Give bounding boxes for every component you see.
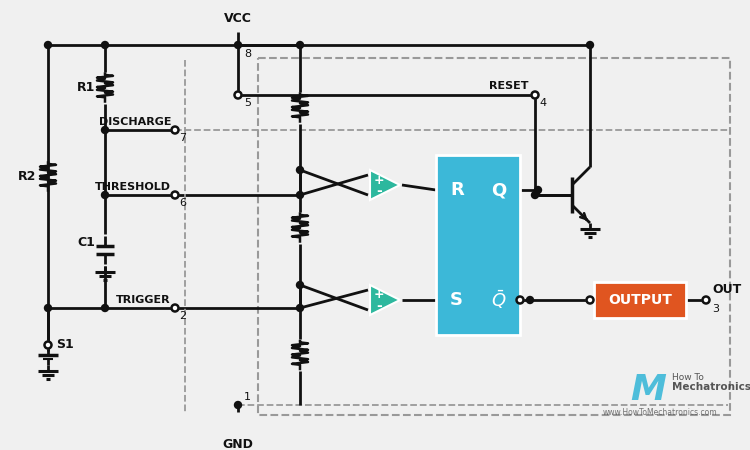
Text: www.HowToMechatronics.com: www.HowToMechatronics.com [603, 408, 717, 417]
Text: +: + [374, 288, 384, 302]
Text: VCC: VCC [224, 12, 252, 25]
Text: $\bar{Q}$: $\bar{Q}$ [490, 289, 506, 311]
Text: S: S [450, 291, 463, 309]
Text: GND: GND [223, 438, 254, 450]
Text: 6: 6 [179, 198, 186, 208]
Circle shape [44, 305, 52, 311]
Circle shape [235, 41, 242, 49]
Circle shape [44, 41, 52, 49]
Circle shape [235, 401, 242, 409]
Circle shape [703, 297, 709, 303]
Circle shape [172, 305, 178, 311]
Text: THRESHOLD: THRESHOLD [95, 182, 171, 192]
Text: S1: S1 [56, 338, 74, 351]
Circle shape [101, 192, 109, 198]
Text: +: + [374, 174, 384, 186]
Polygon shape [370, 285, 400, 315]
Circle shape [44, 342, 52, 348]
Text: 5: 5 [244, 98, 251, 108]
Text: TRIGGER: TRIGGER [116, 295, 171, 305]
Bar [436, 155, 520, 335]
Text: 2: 2 [179, 311, 186, 321]
Text: R2: R2 [18, 170, 36, 183]
Circle shape [101, 41, 109, 49]
Text: -: - [376, 299, 382, 313]
Circle shape [586, 41, 593, 49]
Circle shape [101, 126, 109, 134]
Text: OUTPUT: OUTPUT [608, 293, 672, 307]
Text: M: M [630, 373, 666, 407]
Text: 4: 4 [539, 98, 546, 108]
Text: 1: 1 [244, 392, 251, 402]
Text: 3: 3 [712, 304, 719, 314]
Circle shape [532, 192, 538, 198]
Text: RESET: RESET [490, 81, 529, 91]
Text: R1: R1 [76, 81, 95, 94]
Circle shape [101, 305, 109, 311]
Circle shape [172, 192, 178, 198]
Text: -: - [376, 184, 382, 198]
Text: 8: 8 [244, 49, 251, 59]
Circle shape [235, 91, 242, 99]
Circle shape [296, 41, 304, 49]
Text: Q: Q [490, 181, 506, 199]
Polygon shape [370, 170, 400, 200]
Text: C1: C1 [77, 235, 95, 248]
Bar [594, 282, 686, 318]
Text: R: R [450, 181, 464, 199]
Circle shape [296, 166, 304, 174]
Circle shape [296, 282, 304, 288]
Text: 7: 7 [179, 133, 186, 143]
Circle shape [535, 186, 542, 194]
Bar [258, 58, 730, 415]
Circle shape [172, 126, 178, 134]
Text: DISCHARGE: DISCHARGE [98, 117, 171, 127]
Text: Mechatronics: Mechatronics [672, 382, 750, 392]
Text: OUT: OUT [712, 283, 741, 296]
Circle shape [296, 192, 304, 198]
Circle shape [296, 305, 304, 311]
Circle shape [526, 297, 533, 303]
Text: How To: How To [672, 373, 704, 382]
Circle shape [586, 297, 593, 303]
Circle shape [532, 91, 538, 99]
Circle shape [517, 297, 524, 303]
